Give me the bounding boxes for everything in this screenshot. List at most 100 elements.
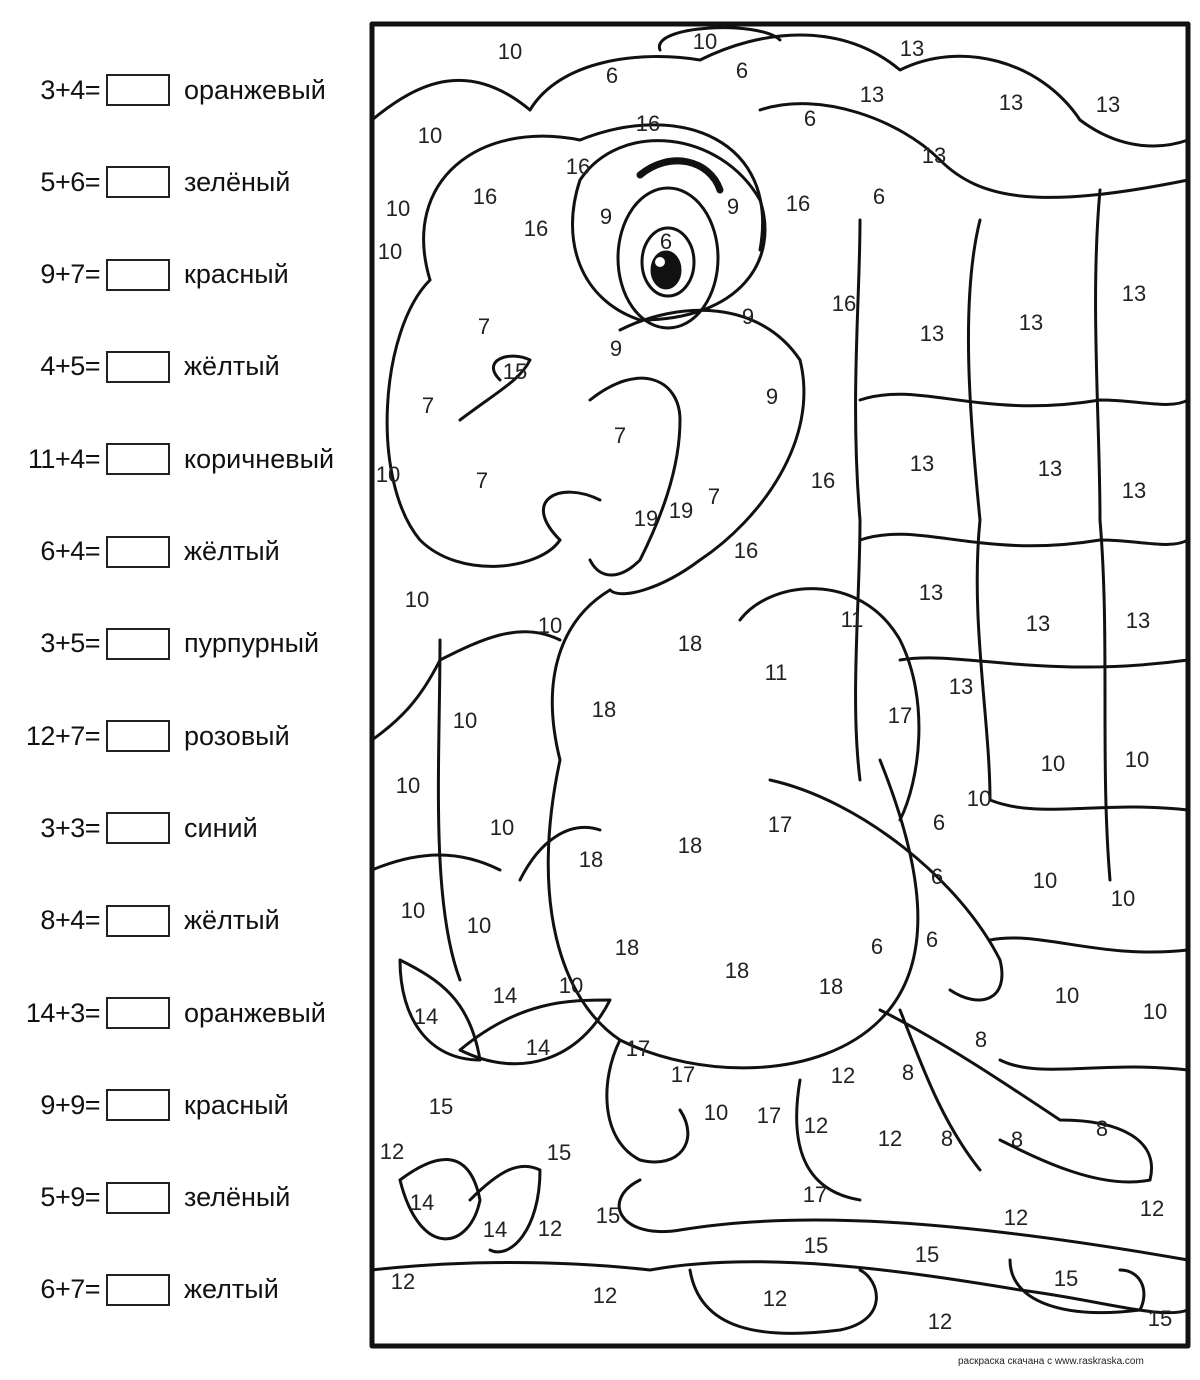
region-number: 14 xyxy=(414,1004,438,1029)
answer-box[interactable] xyxy=(106,627,170,660)
region-number: 10 xyxy=(1111,886,1135,911)
region-number: 12 xyxy=(928,1309,952,1334)
region-number: 16 xyxy=(566,154,590,179)
answer-box[interactable] xyxy=(106,720,170,753)
answer-box[interactable] xyxy=(106,1273,170,1306)
region-number: 14 xyxy=(526,1035,550,1060)
region-number: 10 xyxy=(405,587,429,612)
region-number: 12 xyxy=(380,1139,404,1164)
region-number: 10 xyxy=(378,239,402,264)
color-name: жёлтый xyxy=(184,905,280,936)
region-number: 18 xyxy=(725,958,749,983)
footer-credit: раскраска скачана с www.raskraska.com xyxy=(958,1356,1144,1367)
region-number: 8 xyxy=(1096,1116,1108,1141)
region-numbers: 10 10 13 6 6 13 13 13 10 16 6 13 16 10 16 9 9 16 6 16 10 6 13 9… xyxy=(376,29,1172,1334)
region-number: 12 xyxy=(538,1216,562,1241)
region-number: 14 xyxy=(410,1190,434,1215)
answer-box[interactable] xyxy=(106,997,170,1029)
color-name: жёлтый xyxy=(184,351,280,382)
region-number: 10 xyxy=(490,815,514,840)
region-number: 17 xyxy=(888,703,912,728)
legend-row: 6+4= жёлтый xyxy=(0,532,280,572)
region-number: 11 xyxy=(841,607,864,632)
region-number: 13 xyxy=(922,143,946,168)
answer-box[interactable] xyxy=(106,1181,170,1214)
legend-row: 9+7= красный xyxy=(0,255,289,295)
equation: 14+3= xyxy=(25,997,101,1028)
region-number: 12 xyxy=(763,1286,787,1311)
legend-row: 5+6= зелёный xyxy=(0,162,290,202)
answer-box[interactable] xyxy=(106,350,170,383)
outline-lines xyxy=(369,21,1191,1349)
region-number: 17 xyxy=(671,1062,695,1087)
region-number: 16 xyxy=(734,538,758,563)
answer-box[interactable] xyxy=(106,904,170,937)
region-number: 10 xyxy=(704,1100,728,1125)
answer-box[interactable] xyxy=(106,258,170,291)
answer-box[interactable] xyxy=(106,443,170,476)
region-number: 13 xyxy=(860,82,884,107)
region-number: 10 xyxy=(1055,983,1079,1008)
legend-row: 8+4= жёлтый xyxy=(0,901,280,941)
region-number: 10 xyxy=(453,708,477,733)
region-number: 19 xyxy=(634,506,658,531)
equation: 11+4= xyxy=(27,443,101,474)
equation: 3+5= xyxy=(40,628,100,659)
region-number: 12 xyxy=(1140,1196,1164,1221)
equation: 6+7= xyxy=(40,1274,100,1305)
color-name: красный xyxy=(184,1089,289,1120)
region-number: 8 xyxy=(941,1126,953,1151)
color-name: жёлтый xyxy=(184,536,280,566)
region-number: 15 xyxy=(503,359,527,384)
color-name: зелёный xyxy=(184,166,291,197)
legend-row: 14+3= оранжевый xyxy=(0,993,326,1033)
color-name: красный xyxy=(184,259,289,290)
region-number: 10 xyxy=(467,913,491,938)
region-number: 15 xyxy=(1148,1306,1172,1331)
answer-box[interactable] xyxy=(106,812,170,845)
color-name: розовый xyxy=(184,720,290,751)
region-number: 6 xyxy=(660,229,672,254)
region-number: 12 xyxy=(878,1126,902,1151)
region-number: 16 xyxy=(832,291,856,316)
equation: 8+4= xyxy=(40,905,100,936)
equation: 4+5= xyxy=(40,351,100,382)
region-number: 8 xyxy=(902,1060,914,1085)
region-number: 18 xyxy=(678,631,702,656)
legend-row: 3+4= оранжевый xyxy=(0,70,326,110)
region-number: 10 xyxy=(418,123,442,148)
region-number: 13 xyxy=(919,580,943,605)
legend-row: 9+9= красный xyxy=(0,1085,289,1125)
region-number: 17 xyxy=(757,1103,781,1128)
region-number: 7 xyxy=(478,314,490,339)
answer-box[interactable] xyxy=(106,166,170,199)
region-number: 12 xyxy=(804,1113,828,1138)
answer-box[interactable] xyxy=(106,74,170,106)
region-number: 18 xyxy=(819,974,843,999)
region-number: 7 xyxy=(708,484,720,509)
color-name: пурпурный xyxy=(184,628,320,659)
region-number: 15 xyxy=(547,1140,571,1165)
region-number: 13 xyxy=(1038,456,1062,481)
region-number: 10 xyxy=(1041,751,1065,776)
region-number: 18 xyxy=(579,847,603,872)
region-number: 13 xyxy=(910,451,934,476)
color-name: оранжевый xyxy=(184,74,326,105)
answer-box[interactable] xyxy=(106,535,170,568)
region-number: 9 xyxy=(727,194,739,219)
region-number: 10 xyxy=(396,773,420,798)
region-number: 13 xyxy=(1126,608,1150,633)
legend-row: 4+5= жёлтый xyxy=(0,347,280,387)
equation: 5+6= xyxy=(40,166,100,197)
region-number: 12 xyxy=(593,1283,617,1308)
equation: 9+9= xyxy=(40,1089,100,1120)
region-number: 15 xyxy=(915,1242,939,1267)
equation: 12+7= xyxy=(25,720,101,751)
region-number: 13 xyxy=(1122,281,1146,306)
color-name: оранжевый xyxy=(184,997,326,1028)
region-number: 6 xyxy=(873,184,885,209)
region-number: 7 xyxy=(422,393,434,418)
region-number: 13 xyxy=(920,321,944,346)
answer-box[interactable] xyxy=(106,1089,170,1122)
